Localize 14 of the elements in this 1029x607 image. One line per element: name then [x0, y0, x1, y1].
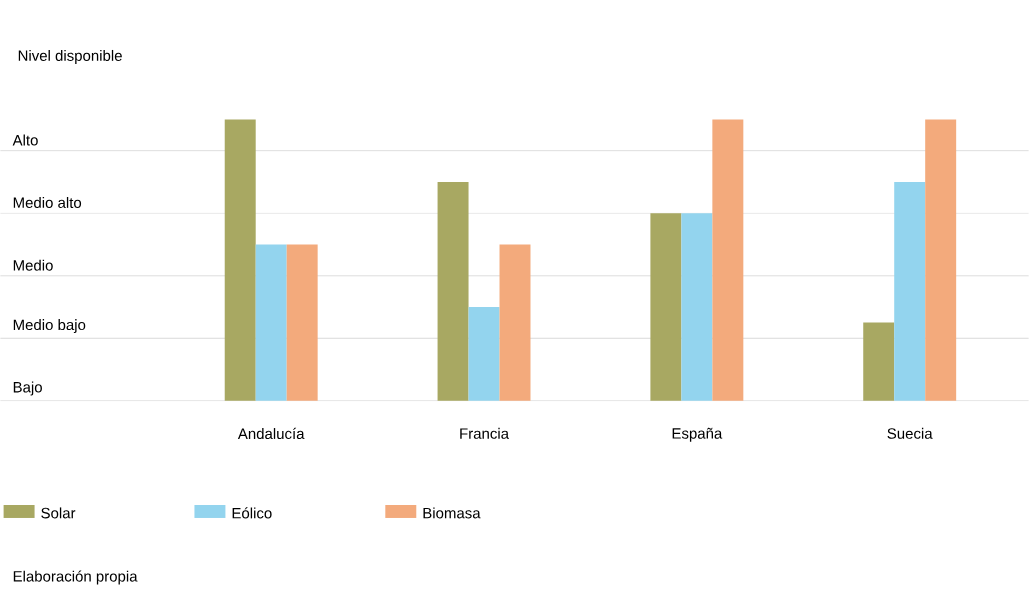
ref-line-label: Alto [12, 134, 38, 146]
legend-label: Solar [41, 507, 76, 519]
y-axis-title: Nivel disponible [18, 50, 122, 65]
legend-label: Eólico [232, 507, 272, 519]
legend-label: Biomasa [423, 507, 481, 519]
ref-line-label: Bajo [13, 381, 42, 396]
x-tick-label: Suecia [887, 428, 933, 440]
x-tick-label: Francia [460, 428, 510, 440]
ref-line-label: Medio bajo [13, 319, 86, 334]
text: Elaboración propia [13, 570, 138, 585]
ref-line-label: Medio [13, 259, 53, 271]
x-tick-label: España [672, 428, 723, 442]
ref-line-label: Medio alto [13, 197, 82, 209]
x-tick-label: Andalucía [237, 428, 305, 440]
